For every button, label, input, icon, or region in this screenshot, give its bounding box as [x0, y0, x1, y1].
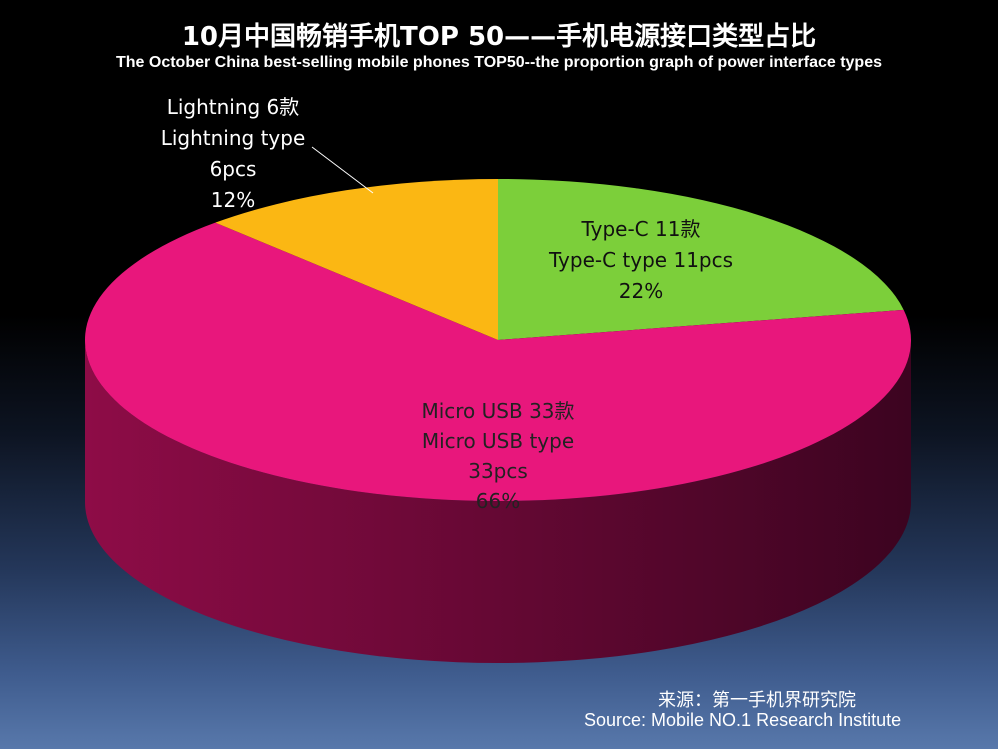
slice-label-lightning-0: Lightning 6款 [167, 95, 300, 119]
chart-subtitle: The October China best-selling mobile ph… [115, 54, 882, 71]
slice-label-lightning-1: Lightning type [161, 126, 306, 150]
slice-label-lightning-2: 6pcs [210, 157, 257, 181]
chart-title: 10月中国畅销手机TOP 50——手机电源接口类型占比 [181, 22, 817, 52]
source-english: Source: Mobile NO.1 Research Institute [584, 710, 902, 730]
pie-sides [85, 340, 911, 663]
slice-label-type-c-2: 22% [619, 279, 663, 303]
pie-tops [84, 179, 911, 502]
pie-side-micro-usb [85, 340, 911, 663]
slice-label-lightning-3: 12% [211, 188, 255, 212]
slice-label-micro-usb-3: 66% [476, 489, 520, 513]
slice-label-micro-usb-2: 33pcs [468, 459, 528, 483]
source-chinese: 来源：第一手机界研究院 [658, 690, 856, 711]
pie-slice-type-c [498, 179, 904, 340]
slice-label-type-c-1: Type-C type 11pcs [548, 248, 733, 272]
leader-line-lightning [311, 146, 374, 194]
pie-slice-lightning [215, 179, 498, 340]
slice-label-micro-usb-1: Micro USB type [422, 429, 574, 453]
slice-label-micro-usb-0: Micro USB 33款 [421, 399, 574, 423]
pie-slice-micro-usb [84, 222, 911, 502]
pie-labels: Type-C 11款 Type-C type 11pcs 22% Micro USB … [161, 95, 733, 513]
slice-label-type-c-0: Type-C 11款 [581, 217, 701, 241]
